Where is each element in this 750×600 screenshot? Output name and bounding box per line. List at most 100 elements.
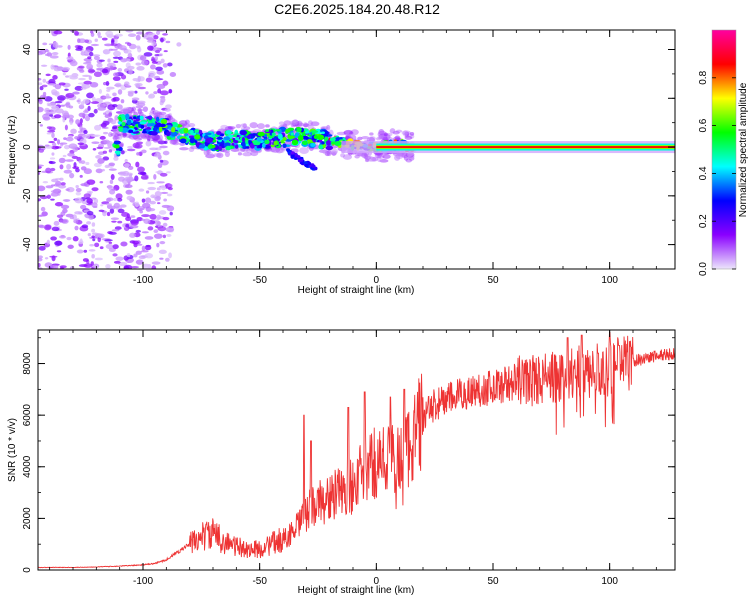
heatmap-cell — [49, 255, 58, 258]
heatmap-cell — [86, 210, 94, 216]
heatmap-cell — [105, 30, 114, 37]
heatmap-cell — [45, 49, 50, 53]
heatmap-cell — [123, 49, 132, 54]
heatmap-cell — [150, 64, 156, 70]
heatmap-cell — [145, 197, 152, 204]
heatmap-cell — [49, 157, 56, 160]
heatmap-cell — [160, 191, 169, 194]
heatmap-cell — [273, 140, 278, 146]
heatmap-cell — [112, 244, 119, 250]
snr-x-label: Height of straight line (km) — [298, 585, 415, 596]
snr-x-tick-label: 50 — [487, 576, 499, 587]
heatmap-cell — [134, 90, 138, 94]
heatmap-cell — [44, 262, 53, 268]
heatmap-cell — [164, 140, 168, 144]
colorbar-label: Normalized spectral amplitude — [738, 82, 749, 217]
heatmap-cell — [265, 129, 270, 133]
heatmap-cell — [73, 219, 79, 224]
heatmap-cell — [382, 154, 391, 159]
heatmap-cell — [46, 126, 52, 130]
heatmap-cell — [290, 132, 295, 136]
heatmap-cell — [166, 193, 173, 197]
heatmap-cell — [44, 257, 49, 260]
heatmap-cell — [97, 158, 105, 164]
heatmap-cell — [212, 139, 217, 143]
heatmap-cell — [107, 185, 113, 191]
heatmap-cell — [135, 161, 140, 168]
heatmap-cell — [140, 124, 145, 129]
colorbar-tick-label: 0.0 — [698, 262, 709, 276]
heatmap-cell — [115, 193, 123, 200]
heatmap-cell — [94, 257, 103, 261]
heatmap-cell — [307, 161, 312, 166]
heatmap-cell — [81, 134, 91, 139]
heatmap-cell — [159, 159, 164, 163]
heatmap-cell — [142, 202, 151, 209]
heatmap-cell — [251, 133, 258, 136]
heatmap-cell — [162, 63, 168, 68]
heatmap-cell — [158, 53, 163, 57]
heatmap-cell — [133, 116, 137, 120]
heatmap-cell — [156, 69, 165, 75]
heatmap-cell — [93, 108, 98, 114]
heatmap-cell — [159, 257, 164, 260]
heatmap-cell — [69, 121, 73, 125]
colorbar-tick-label: 0.2 — [698, 214, 709, 228]
heatmap-cell — [94, 38, 98, 42]
heatmap-cell — [75, 168, 80, 173]
heatmap-cell — [318, 144, 324, 150]
colorbar-gradient — [712, 30, 736, 269]
heatmap-cell — [246, 148, 251, 153]
heatmap-cell — [162, 222, 168, 227]
heatmap-cell — [121, 121, 126, 127]
heatmap-cell — [80, 101, 85, 106]
heatmap-cell — [189, 129, 194, 134]
heatmap-cell — [143, 218, 151, 224]
heatmap-cell — [403, 130, 408, 138]
heatmap-cell — [165, 104, 172, 109]
heatmap-cell — [63, 169, 72, 174]
heatmap-cell — [237, 144, 242, 148]
heatmap-cell — [53, 137, 58, 141]
heatmap-cell — [165, 226, 175, 233]
heatmap-cell — [118, 116, 122, 122]
heatmap-cell — [330, 150, 338, 156]
snr-x-tick-label: 100 — [601, 576, 618, 587]
heatmap-cell — [60, 204, 70, 209]
heatmap-cell — [406, 152, 413, 158]
heatmap-cell — [160, 58, 165, 64]
heatmap-cell — [101, 168, 105, 172]
heatmap-cell — [135, 250, 142, 255]
heatmap-cell — [169, 211, 173, 216]
heatmap-cell — [80, 160, 86, 165]
heatmap-cell — [154, 49, 161, 54]
snr-x-tick-label: -100 — [133, 576, 153, 587]
heatmap-cell — [42, 181, 49, 184]
heatmap-cell — [50, 167, 56, 172]
heatmap-cell — [38, 255, 43, 259]
heatmap-cell — [329, 137, 336, 142]
heatmap-cell — [40, 64, 48, 67]
colorbar-ticks: 0.0 0.2 0.4 0.6 0.8 — [698, 70, 736, 276]
heatmap-cell — [112, 96, 120, 102]
heatmap-cell — [53, 30, 63, 35]
heatmap-cell — [282, 143, 287, 148]
figure-title: C2E6.2025.184.20.48.R12 — [274, 1, 440, 17]
heatmap-cell — [158, 134, 163, 142]
heatmap-cell — [60, 182, 66, 186]
heatmap-cell — [127, 52, 133, 59]
snr-y-tick-label: 6000 — [22, 404, 33, 427]
heatmap-cell — [100, 122, 107, 128]
heatmap-cell — [39, 124, 43, 127]
heatmap-cell — [83, 168, 92, 175]
heatmap-cell — [113, 60, 119, 63]
heatmap-cell — [83, 263, 93, 268]
heatmap-cell — [146, 208, 156, 212]
heatmap-cell — [113, 50, 122, 57]
heatmap-cell — [38, 99, 43, 105]
heatmap-cell — [54, 202, 64, 207]
heatmap-cell — [141, 130, 147, 134]
heatmap-cell — [38, 245, 46, 251]
heatmap-cell — [141, 198, 146, 203]
heatmap-cell — [156, 181, 165, 184]
